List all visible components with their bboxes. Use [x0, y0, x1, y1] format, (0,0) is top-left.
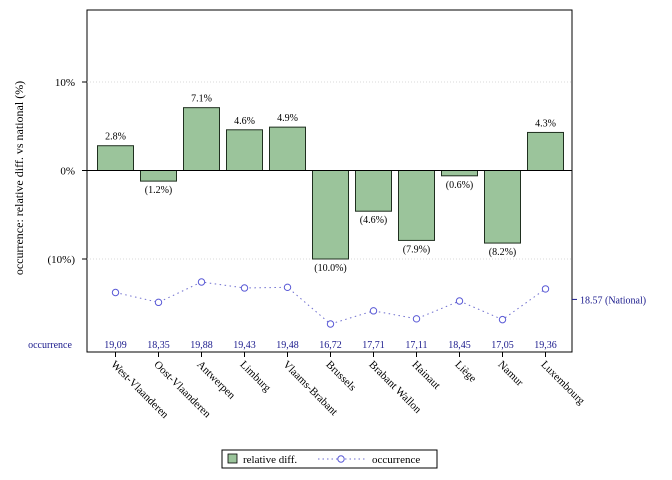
bar	[355, 170, 392, 212]
occurrence-point	[412, 315, 421, 323]
occurrence-value-label: 18,35	[147, 340, 170, 351]
y-axis-label: occurrence: relative diff. vs national (…	[12, 81, 26, 275]
x-tick-label: Brussels	[323, 359, 358, 394]
occurrence-value-label: 19,09	[104, 340, 127, 351]
x-tick-label: Limburg	[237, 359, 273, 395]
bar	[183, 107, 220, 171]
bar-value-label: 7.1%	[191, 94, 212, 105]
national-label: 18.57 (National)	[580, 295, 646, 306]
occurrence-value-label: 19,48	[276, 340, 299, 351]
occurrence-point	[498, 315, 507, 324]
legend-line-label: occurrence	[372, 454, 420, 466]
bar	[441, 170, 478, 177]
x-tick-label: Namur	[495, 359, 525, 389]
bar-value-label: (7.9%)	[403, 244, 431, 255]
bar	[140, 170, 177, 182]
bar	[312, 170, 349, 260]
bar-value-label: (0.6%)	[446, 180, 474, 191]
bar-value-label: (4.6%)	[360, 215, 388, 226]
y-tick-label: 0%	[60, 166, 75, 178]
legend-bar-label: relative diff.	[243, 454, 297, 466]
y-tick-label: 10%	[55, 77, 75, 89]
occurrence-point	[326, 320, 335, 328]
bar-value-label: 4.6%	[234, 116, 255, 127]
data-labels: 2.8% (1.2%) 7.1% 4.6% 4.9% (10.0%) (4.6%) (7.9%…	[104, 94, 557, 351]
occurrence-value-label: 17,71	[362, 340, 385, 351]
occurrence-value-label: 17,11	[405, 340, 427, 351]
occurrence-line	[111, 278, 550, 328]
x-tick-label: Luxembourg	[538, 359, 587, 408]
occurrence-point	[541, 285, 550, 293]
legend: relative diff. occurrence	[221, 449, 438, 469]
bar	[226, 129, 263, 171]
legend-line-marker	[337, 455, 345, 463]
occurrence-point	[455, 297, 464, 305]
occurrence-row-label: occurrence	[28, 340, 72, 351]
bar-value-label: (8.2%)	[489, 247, 517, 258]
bars	[97, 107, 564, 260]
y-tick-label: (10%)	[48, 254, 76, 266]
bar	[269, 126, 306, 172]
bar	[527, 131, 564, 172]
occurrence-value-label: 16,72	[319, 340, 342, 351]
occurrence-value-label: 17,05	[491, 340, 514, 351]
occurrence-point	[197, 278, 206, 286]
occurrence-point	[283, 283, 292, 292]
x-tick-label: Liège	[452, 359, 478, 385]
bar-value-label: 4.3%	[535, 118, 556, 129]
bar	[97, 145, 134, 172]
bar	[484, 170, 521, 244]
occurrence-value-label: 19,36	[534, 340, 557, 351]
legend-box	[221, 449, 438, 469]
bar-value-label: (10.0%)	[314, 263, 347, 274]
x-tick-label: Antwerpen	[194, 359, 237, 402]
occurrence-point	[111, 288, 120, 297]
bar-value-label: (1.2%)	[145, 185, 173, 196]
occurrence-value-label: 19,43	[233, 340, 256, 351]
occurrence-value-label: 18,45	[448, 340, 471, 351]
bar	[398, 170, 435, 241]
x-tick-label: Hainaut	[409, 359, 442, 392]
occurrence-point	[240, 284, 249, 292]
bar-value-label: 2.8%	[105, 132, 126, 143]
occurrence-value-label: 19,88	[190, 340, 213, 351]
occurrence-point	[154, 298, 163, 307]
bar-value-label: 4.9%	[277, 113, 298, 124]
occurrence-polyline	[115, 281, 546, 325]
legend-bar-swatch	[227, 453, 238, 464]
occurrence-point	[369, 307, 378, 315]
